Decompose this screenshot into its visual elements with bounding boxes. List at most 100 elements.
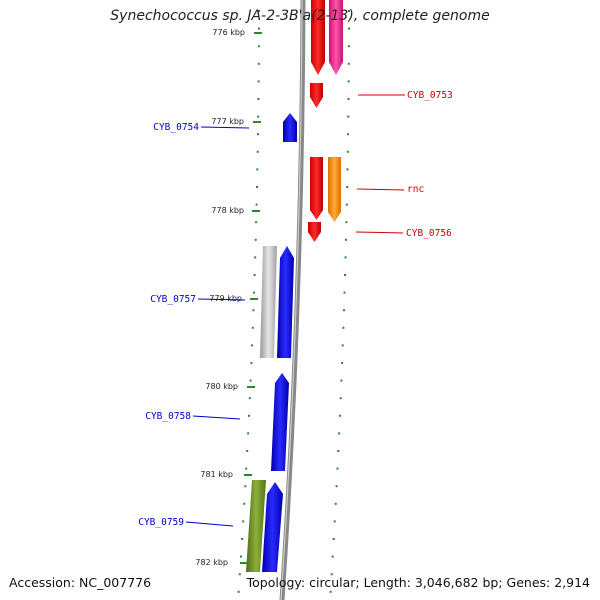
tick-dot [342, 326, 345, 329]
minus-strand-genes [246, 113, 297, 572]
tick-dot [347, 115, 350, 118]
tick-dot [257, 115, 260, 118]
plus-strand-labels: CYB_0753 rnc CYB_0756 [355, 90, 453, 239]
tick-dot [256, 168, 259, 171]
accession-label: Accession: NC_007776 [9, 575, 152, 590]
tick-dot [249, 379, 252, 382]
kbp-label: 781 kbp [200, 470, 233, 479]
tick-dot [339, 397, 342, 400]
tick-dot [343, 309, 345, 312]
tick-dot [335, 485, 338, 488]
tick-dot [332, 538, 335, 540]
gene-arrow-cyb-0759[interactable] [246, 480, 266, 572]
tick-dot [258, 10, 260, 12]
minus-strand-labels: CYB_0754 CYB_0757 CYB_0758 CYB_0759 [138, 122, 250, 528]
kbp-label: 782 kbp [195, 558, 228, 567]
tick-marks-left [237, 10, 260, 593]
tick-dot [334, 502, 337, 505]
tick-dot [251, 344, 254, 347]
tick-dot [344, 274, 346, 276]
tick-dot [257, 45, 260, 48]
gene-label-cyb-0759[interactable]: CYB_0759 [138, 517, 184, 528]
tick-dot [336, 467, 339, 470]
gene-label-cyb-0753[interactable]: CYB_0753 [407, 90, 453, 101]
tick-dot [257, 62, 260, 65]
tick-dot [253, 274, 256, 276]
tick-dot [346, 186, 349, 188]
kbp-scale: 776 kbp 777 kbp 778 kbp 779 kbp 780 kbp … [195, 28, 262, 567]
tick-dot [250, 362, 253, 364]
tick-dot [242, 520, 245, 523]
tick-dot [330, 573, 333, 576]
tick-dot [258, 27, 260, 30]
tick-dot [254, 238, 257, 241]
gene-arrow[interactable] [311, 0, 325, 75]
tick-dot [341, 344, 344, 347]
tick-dot [347, 62, 350, 65]
gene-label-cyb-0756[interactable]: CYB_0756 [406, 228, 452, 239]
tick-dot [347, 98, 350, 100]
tick-dot [344, 256, 347, 259]
tick-dot [248, 397, 251, 400]
tick-dot [255, 221, 258, 224]
gene-arrow[interactable] [329, 0, 343, 75]
gene-arrow-cyb-0757[interactable] [277, 246, 294, 358]
tick-dot [243, 502, 246, 505]
gene-arrow[interactable] [260, 246, 277, 358]
tick-dot [241, 538, 244, 540]
kbp-label: 777 kbp [211, 117, 244, 126]
tick-dot [256, 150, 259, 153]
tick-dot [338, 432, 341, 435]
tick-dot [343, 291, 346, 294]
gene-arrow-cyb-0756[interactable] [308, 222, 321, 242]
tick-dot [257, 133, 259, 136]
gene-label-cyb-0758[interactable]: CYB_0758 [145, 411, 191, 422]
tick-dot [346, 150, 349, 153]
tick-dot [253, 291, 255, 294]
tick-dot [244, 485, 247, 488]
gene-arrow[interactable] [262, 482, 283, 572]
tick-dot [245, 467, 248, 470]
tick-dot [340, 379, 343, 382]
tick-dot [341, 362, 344, 364]
gene-arrow-cyb-0754[interactable] [283, 113, 297, 142]
gene-arrow-cyb-0758[interactable] [271, 373, 289, 471]
tick-dot [338, 414, 341, 417]
kbp-label: 779 kbp [209, 294, 242, 303]
genome-backbone [279, 0, 306, 600]
plus-strand-genes [308, 0, 343, 242]
gene-arrow[interactable] [310, 157, 323, 220]
tick-dot [257, 80, 260, 83]
tick-dot [257, 98, 260, 100]
kbp-label: 778 kbp [211, 206, 244, 215]
tick-dot [347, 80, 350, 83]
tick-dot [333, 520, 336, 523]
tick-marks-right [329, 10, 350, 593]
tick-dot [251, 326, 254, 329]
page-title: Synechococcus sp. JA-2-3B'a(2-13), compl… [110, 8, 490, 24]
tick-dot [345, 221, 348, 224]
gene-arrow-rnc[interactable] [328, 157, 341, 222]
tick-dot [329, 590, 332, 593]
gene-arrow-cyb-0753[interactable] [310, 83, 323, 108]
tick-dot [347, 133, 350, 136]
gene-label-rnc[interactable]: rnc [407, 184, 424, 195]
tick-dot [348, 10, 350, 12]
tick-dot [240, 555, 242, 558]
gene-label-cyb-0757[interactable]: CYB_0757 [150, 294, 196, 305]
genome-summary: Topology: circular; Length: 3,046,682 bp… [246, 575, 590, 590]
tick-dot [347, 45, 350, 48]
tick-dot [246, 450, 249, 452]
tick-dot [254, 256, 257, 259]
tick-dot [345, 203, 348, 206]
tick-dot [345, 238, 347, 241]
tick-dot [331, 555, 334, 558]
tick-dot [237, 590, 240, 593]
kbp-label: 776 kbp [212, 28, 245, 37]
tick-dot [252, 309, 255, 312]
kbp-label: 780 kbp [205, 382, 238, 391]
gene-label-cyb-0754[interactable]: CYB_0754 [153, 122, 199, 133]
tick-dot [256, 186, 258, 188]
tick-dot [247, 432, 250, 435]
